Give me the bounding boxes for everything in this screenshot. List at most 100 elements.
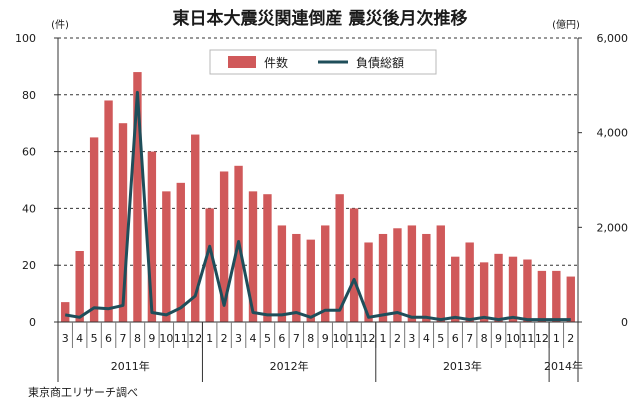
bar-cases (349, 208, 359, 322)
year-label: 2013年 (443, 359, 482, 373)
month-label: 11 (174, 332, 188, 345)
month-label: 9 (148, 332, 155, 345)
month-label: 7 (120, 332, 127, 345)
left-tick-label: 0 (29, 316, 36, 329)
bar-cases (465, 242, 474, 322)
left-tick-label: 60 (22, 146, 36, 159)
bar-cases (219, 171, 229, 322)
month-label: 3 (62, 332, 69, 345)
bar-cases (566, 276, 575, 322)
month-label: 11 (520, 332, 534, 345)
legend-label-cases: 件数 (264, 55, 288, 70)
month-label: 10 (333, 332, 347, 345)
left-tick-label: 40 (22, 202, 36, 215)
legend-swatch-cases (228, 56, 256, 68)
left-tick-label: 100 (15, 32, 36, 45)
bar-cases (89, 137, 99, 322)
bar-cases (248, 191, 258, 322)
bar-cases (191, 134, 200, 322)
right-tick-label: 4,000 (597, 127, 629, 140)
month-label: 7 (293, 332, 300, 345)
bar-cases (205, 208, 214, 322)
bar-cases (104, 100, 113, 322)
line-series-debt (64, 90, 571, 322)
month-label: 6 (278, 332, 285, 345)
bar-cases (61, 302, 70, 322)
right-tick-label: 0 (621, 316, 628, 329)
bar-cases (321, 225, 330, 322)
bar-cases (436, 225, 445, 322)
month-label: 10 (506, 332, 520, 345)
x-axis-month-labels: 3 4 5 6 7 8 9 10 11 12 1 2 3 4 5 6 7 8 9 10 11 12 1 2 3 4 5 6 7 8 9 10 1… (62, 322, 579, 348)
bar-series-cases (61, 72, 575, 322)
left-axis-unit: (件) (51, 19, 69, 31)
month-label: 5 (91, 332, 98, 345)
month-label: 7 (466, 332, 473, 345)
left-tick-label: 20 (22, 259, 36, 272)
bar-cases (393, 228, 402, 322)
month-label: 6 (452, 332, 459, 345)
month-label: 8 (481, 332, 488, 345)
bar-cases (537, 270, 547, 322)
bar-cases (162, 191, 171, 322)
bar-cases (407, 225, 417, 322)
right-tick-label: 2,000 (597, 221, 629, 234)
bar-cases (306, 239, 315, 322)
bar-cases (422, 233, 431, 322)
bar-cases (378, 233, 388, 322)
month-label: 1 (553, 332, 560, 345)
bar-cases (176, 182, 185, 322)
month-label: 1 (206, 332, 213, 345)
month-label: 2 (394, 332, 401, 345)
bar-cases (552, 270, 561, 322)
left-tick-label: 80 (22, 89, 36, 102)
bar-cases (451, 256, 460, 322)
bar-cases (479, 262, 489, 322)
year-label: 2011年 (111, 359, 150, 373)
bar-cases (523, 259, 532, 322)
bar-cases (364, 242, 373, 322)
bar-cases (263, 194, 272, 322)
year-label: 2014年 (544, 359, 583, 373)
source-note: 東京商工リサーチ調べ (28, 385, 138, 399)
bar-cases (335, 194, 344, 322)
month-label: 3 (408, 332, 415, 345)
month-label: 4 (423, 332, 430, 345)
legend: 件数 負債総額 (209, 49, 437, 75)
line-debt-total (64, 90, 571, 322)
month-label: 2 (567, 332, 574, 345)
bar-cases (508, 256, 518, 322)
month-label: 8 (307, 332, 314, 345)
month-label: 12 (362, 332, 376, 345)
month-label: 5 (264, 332, 271, 345)
month-label: 1 (380, 332, 387, 345)
right-axis-unit: (億円) (552, 18, 580, 31)
bar-cases (118, 123, 128, 322)
month-label: 9 (322, 332, 329, 345)
left-axis-ticks: 0 20 40 60 80 100 (15, 32, 58, 329)
right-tick-label: 6,000 (597, 32, 629, 45)
x-axis-year-labels: 2011年 2012年 2013年 2014年 (57, 322, 583, 382)
legend-label-debt: 負債総額 (356, 55, 404, 70)
right-axis-ticks: 0 2,000 4,000 6,000 (578, 32, 628, 329)
bar-cases (292, 233, 301, 322)
month-label: 9 (495, 332, 502, 345)
month-label: 11 (347, 332, 361, 345)
month-label: 5 (437, 332, 444, 345)
month-label: 2 (221, 332, 228, 345)
bar-cases (494, 253, 503, 322)
bar-cases (75, 251, 84, 322)
month-label: 4 (76, 332, 83, 345)
chart-title: 東日本大震災関連倒産 震災後月次推移 (173, 8, 468, 29)
month-label: 3 (235, 332, 242, 345)
month-label: 12 (535, 332, 549, 345)
month-label: 4 (250, 332, 257, 345)
bar-cases (147, 151, 157, 322)
month-label: 10 (159, 332, 173, 345)
month-label: 12 (188, 332, 202, 345)
bar-cases (133, 72, 142, 322)
month-label: 8 (134, 332, 141, 345)
bar-cases (277, 225, 287, 322)
month-label: 6 (105, 332, 112, 345)
